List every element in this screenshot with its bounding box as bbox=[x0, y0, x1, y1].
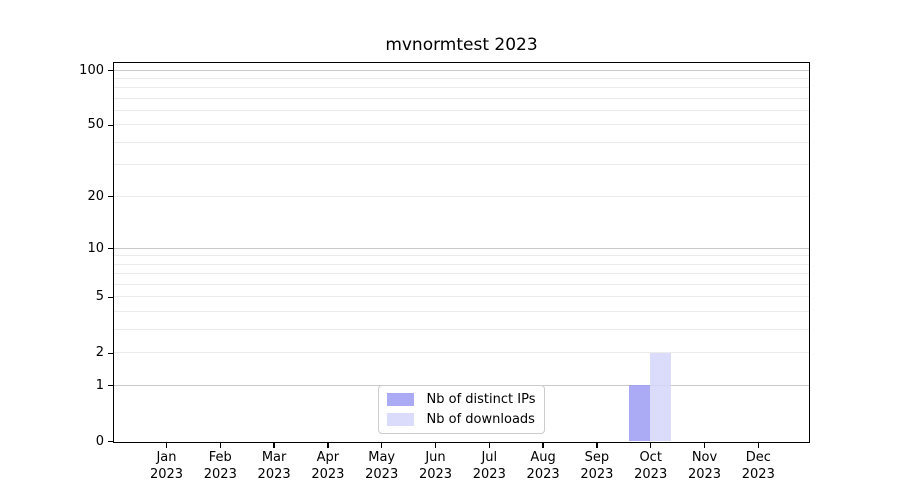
gridline-minor-20 bbox=[114, 195, 809, 197]
legend-label-downloads: Nb of downloads bbox=[426, 412, 535, 427]
x-tick-label-dec: Dec 2023 bbox=[741, 450, 775, 482]
x-tick-label-aug: Aug 2023 bbox=[526, 450, 560, 482]
legend-swatch-downloads bbox=[386, 413, 414, 426]
gridline-minor-70 bbox=[114, 97, 809, 99]
x-tick-label-may: May 2023 bbox=[365, 450, 399, 482]
bar-nb-of-downloads-oct bbox=[650, 352, 672, 441]
y-tick-10 bbox=[108, 248, 113, 250]
gridline-minor-30 bbox=[114, 164, 809, 166]
x-tick-mar bbox=[273, 443, 275, 448]
x-tick-apr bbox=[327, 443, 329, 448]
gridline-minor-8 bbox=[114, 263, 809, 265]
x-tick-may bbox=[381, 443, 383, 448]
gridline-minor-90 bbox=[114, 77, 809, 79]
x-tick-dec bbox=[757, 443, 759, 448]
y-tick-100 bbox=[108, 69, 113, 72]
gridline-minor-40 bbox=[114, 141, 809, 143]
gridline-major-100 bbox=[114, 69, 809, 71]
y-tick-label-5: 5 bbox=[95, 289, 104, 305]
x-tick-feb bbox=[219, 443, 221, 448]
gridline-minor-9 bbox=[114, 255, 809, 257]
x-tick-label-mar: Mar 2023 bbox=[257, 450, 291, 482]
x-tick-oct bbox=[650, 443, 652, 448]
chart-title: mvnormtest 2023 bbox=[385, 35, 538, 55]
gridline-minor-3 bbox=[114, 329, 809, 331]
x-tick-jan bbox=[165, 443, 168, 448]
gridline-minor-60 bbox=[114, 110, 809, 112]
gridline-minor-4 bbox=[114, 311, 809, 313]
gridline-minor-2 bbox=[114, 352, 809, 354]
x-tick-label-sep: Sep 2023 bbox=[580, 450, 614, 482]
x-tick-label-feb: Feb 2023 bbox=[203, 450, 237, 482]
gridline-major-10 bbox=[114, 247, 809, 249]
x-tick-label-jun: Jun 2023 bbox=[418, 450, 453, 482]
x-tick-aug bbox=[542, 443, 544, 448]
y-tick-2 bbox=[108, 352, 113, 354]
x-tick-jun bbox=[434, 443, 437, 448]
legend-item-downloads: Nb of downloads bbox=[386, 411, 536, 428]
gridline-minor-50 bbox=[114, 124, 809, 126]
x-tick-label-jul: Jul 2023 bbox=[472, 450, 506, 482]
plot-area: Nb of distinct IPs Nb of downloads bbox=[113, 62, 810, 443]
x-tick-nov bbox=[703, 443, 706, 448]
x-tick-label-oct: Oct 2023 bbox=[634, 450, 668, 482]
legend-swatch-distinct-ips bbox=[386, 393, 414, 406]
x-tick-label-nov: Nov 2023 bbox=[687, 450, 722, 482]
y-tick-label-2: 2 bbox=[95, 345, 104, 361]
y-tick-label-100: 100 bbox=[79, 62, 104, 78]
legend-item-distinct-ips: Nb of distinct IPs bbox=[386, 391, 536, 408]
gridline-minor-5 bbox=[114, 296, 809, 298]
y-tick-label-1: 1 bbox=[95, 377, 104, 393]
y-tick-0 bbox=[108, 440, 113, 443]
y-tick-label-20: 20 bbox=[87, 188, 104, 204]
x-tick-label-apr: Apr 2023 bbox=[311, 450, 345, 482]
y-tick-5 bbox=[108, 296, 113, 299]
gridline-minor-80 bbox=[114, 87, 809, 89]
x-tick-sep bbox=[596, 443, 598, 448]
y-tick-1 bbox=[108, 385, 113, 387]
gridline-minor-6 bbox=[114, 284, 809, 286]
y-tick-label-10: 10 bbox=[87, 240, 104, 256]
legend-label-distinct-ips: Nb of distinct IPs bbox=[426, 392, 536, 407]
y-tick-50 bbox=[108, 124, 113, 127]
gridline-minor-7 bbox=[114, 273, 809, 275]
x-tick-jul bbox=[488, 443, 490, 448]
legend: Nb of distinct IPs Nb of downloads bbox=[377, 385, 546, 434]
bar-nb-of-distinct-ips-oct bbox=[629, 385, 651, 441]
y-tick-label-50: 50 bbox=[87, 117, 104, 133]
x-tick-label-jan: Jan 2023 bbox=[149, 450, 184, 482]
y-tick-20 bbox=[108, 196, 113, 198]
y-tick-label-0: 0 bbox=[95, 433, 104, 449]
